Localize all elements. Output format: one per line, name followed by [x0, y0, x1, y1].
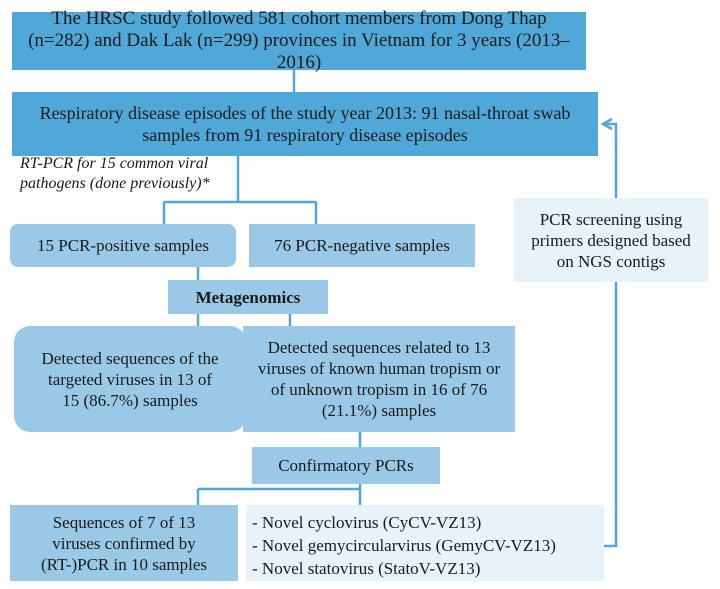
- pcr-screening-text: PCR screening using primers designed bas…: [531, 209, 691, 271]
- known-viruses-text: Detected sequences related to 13 viruses…: [257, 338, 501, 420]
- metagenomics-box: Metagenomics: [168, 280, 328, 314]
- positive-box: 15 PCR-positive samples: [10, 224, 236, 267]
- targeted-viruses-text: Detected sequences of the targeted virus…: [41, 348, 219, 410]
- confirmatory-box: Confirmatory PCRs: [252, 447, 440, 484]
- study-text: The HRSC study followed 581 cohort membe…: [28, 8, 570, 73]
- targeted-viruses-box: Detected sequences of the targeted virus…: [14, 326, 246, 432]
- feedback-arrowhead: [600, 117, 613, 131]
- confirmed-text: Sequences of 7 of 13 viruses confirmed b…: [41, 512, 207, 574]
- metagenomics-text: Metagenomics: [195, 287, 301, 307]
- confirmatory-text: Confirmatory PCRs: [278, 456, 414, 475]
- study-box: The HRSC study followed 581 cohort membe…: [12, 8, 586, 73]
- known-viruses-box: Detected sequences related to 13 viruses…: [243, 326, 515, 432]
- positive-text: 15 PCR-positive samples: [37, 236, 209, 255]
- novel-virus-item: - Novel gemycircularvirus (GemyCV-VZ13): [252, 536, 556, 555]
- episodes-box: Respiratory disease episodes of the stud…: [12, 92, 598, 156]
- rtpcr-note: RT-PCR for 15 common viral pathogens (do…: [20, 155, 210, 192]
- novel-virus-item: - Novel statovirus (StatoV-VZ13): [252, 559, 481, 578]
- novel-virus-item: - Novel cyclovirus (CyCV-VZ13): [252, 513, 482, 532]
- negative-box: 76 PCR-negative samples: [249, 224, 475, 267]
- episodes-text: Respiratory disease episodes of the stud…: [39, 103, 571, 145]
- feedback-loop-line: [604, 122, 618, 548]
- confirmed-box: Sequences of 7 of 13 viruses confirmed b…: [10, 505, 238, 581]
- pcr-screening-box: PCR screening using primers designed bas…: [514, 198, 708, 282]
- negative-text: 76 PCR-negative samples: [274, 236, 450, 255]
- novel-viruses-list: - Novel cyclovirus (CyCV-VZ13) - Novel g…: [246, 505, 604, 581]
